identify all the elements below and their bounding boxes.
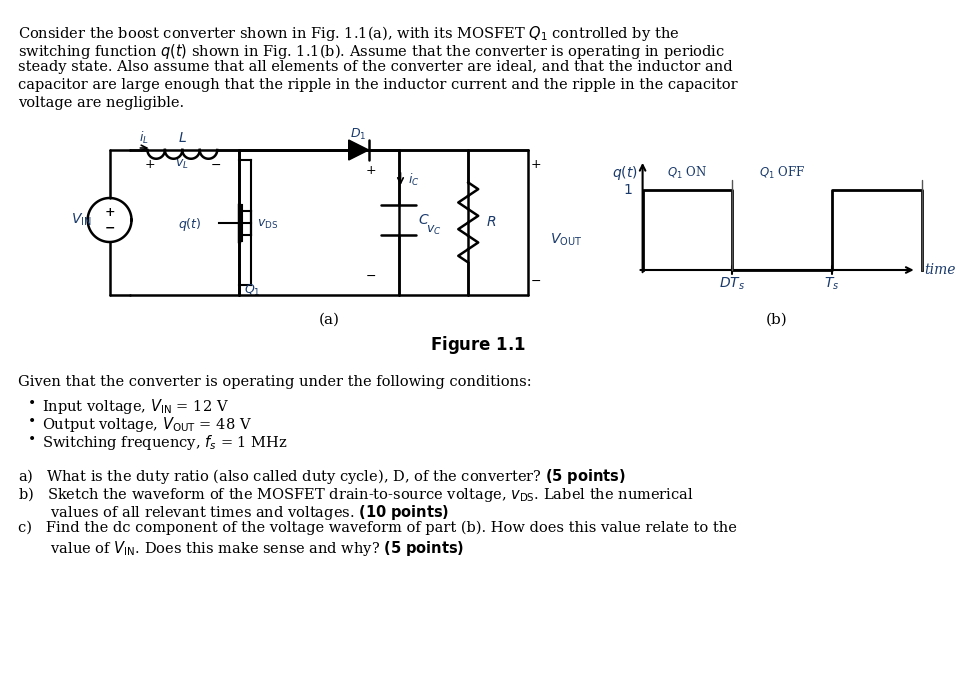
Text: (b): (b) [766, 313, 788, 327]
Text: $C$: $C$ [418, 213, 430, 227]
Text: +: + [104, 205, 115, 218]
Text: Switching frequency, $f_s$ = 1 MHz: Switching frequency, $f_s$ = 1 MHz [41, 433, 287, 452]
Text: $T_s$: $T_s$ [824, 276, 840, 292]
Text: $i_C$: $i_C$ [409, 172, 420, 188]
Text: $v_C$: $v_C$ [426, 224, 442, 237]
Text: $i_L$: $i_L$ [139, 130, 148, 146]
Text: $+$: $+$ [365, 163, 376, 176]
Text: $-$: $-$ [530, 274, 542, 287]
Text: capacitor are large enough that the ripple in the inductor current and the rippl: capacitor are large enough that the ripp… [18, 78, 737, 92]
Text: •: • [28, 397, 36, 411]
Text: −: − [104, 222, 115, 235]
Text: (a): (a) [318, 313, 339, 327]
Text: values of all relevant times and voltages. $\mathbf{(10\ points)}$: values of all relevant times and voltage… [18, 503, 449, 522]
Polygon shape [349, 140, 368, 160]
Text: $L$: $L$ [178, 131, 187, 145]
Text: b)   Sketch the waveform of the MOSFET drain-to-source voltage, $v_{\rm DS}$. La: b) Sketch the waveform of the MOSFET dra… [18, 485, 694, 504]
Text: $q(t)$: $q(t)$ [177, 216, 201, 233]
Text: voltage are negligible.: voltage are negligible. [18, 96, 184, 110]
Text: $v_L$: $v_L$ [175, 157, 189, 170]
Text: $Q_1$ OFF: $Q_1$ OFF [759, 165, 805, 181]
Text: $+$: $+$ [530, 159, 542, 172]
Text: $R$: $R$ [486, 215, 496, 230]
Text: $1$: $1$ [623, 183, 632, 197]
Text: •: • [28, 433, 36, 447]
Text: Consider the boost converter shown in Fig. 1.1(a), with its MOSFET $Q_1$ control: Consider the boost converter shown in Fi… [18, 24, 680, 43]
Text: $\bf{Figure\ 1.1}$: $\bf{Figure\ 1.1}$ [430, 334, 526, 356]
Text: $q(t)$: $q(t)$ [612, 164, 637, 182]
Text: steady state. Also assume that all elements of the converter are ideal, and that: steady state. Also assume that all eleme… [18, 60, 733, 74]
Text: a)   What is the duty ratio (also called duty cycle), D, of the converter? $\mat: a) What is the duty ratio (also called d… [18, 467, 626, 486]
Text: value of $V_{\rm IN}$. Does this make sense and why? $\mathbf{(5\ points)}$: value of $V_{\rm IN}$. Does this make se… [18, 539, 465, 558]
Text: $D_1$: $D_1$ [351, 127, 367, 142]
Text: $+$: $+$ [144, 157, 155, 170]
Text: •: • [28, 415, 36, 429]
Text: Given that the converter is operating under the following conditions:: Given that the converter is operating un… [18, 375, 531, 389]
Text: $Q_1$ ON: $Q_1$ ON [667, 165, 708, 181]
Text: time: time [924, 263, 956, 277]
Text: $Q_1$: $Q_1$ [244, 282, 260, 298]
Text: $V_{\rm OUT}$: $V_{\rm OUT}$ [549, 232, 582, 248]
Text: switching function $q(t)$ shown in Fig. 1.1(b). Assume that the converter is ope: switching function $q(t)$ shown in Fig. … [18, 42, 725, 61]
Text: $V_{\rm IN}$: $V_{\rm IN}$ [71, 212, 92, 228]
Text: $-$: $-$ [365, 269, 376, 282]
Text: $v_{\rm DS}$: $v_{\rm DS}$ [257, 218, 279, 231]
Text: Input voltage, $V_{\rm IN}$ = 12 V: Input voltage, $V_{\rm IN}$ = 12 V [41, 397, 228, 416]
Text: c)   Find the dc component of the voltage waveform of part (b). How does this va: c) Find the dc component of the voltage … [18, 521, 736, 536]
Text: $DT_s$: $DT_s$ [719, 276, 745, 292]
Text: $-$: $-$ [209, 157, 221, 170]
Text: Output voltage, $V_{\rm OUT}$ = 48 V: Output voltage, $V_{\rm OUT}$ = 48 V [41, 415, 252, 434]
